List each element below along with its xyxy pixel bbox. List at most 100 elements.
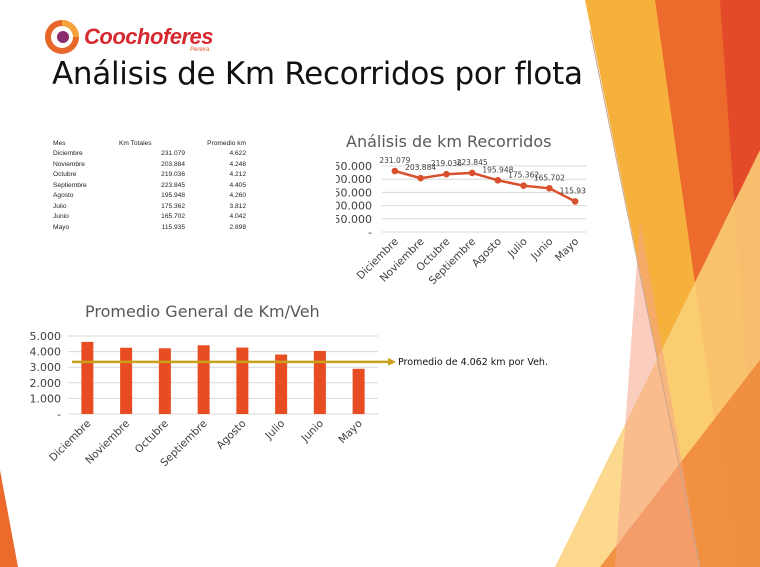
deco-line (589, 29, 701, 567)
y-tick-label: 4.000 (30, 346, 62, 359)
data-point (520, 182, 527, 190)
table-header: Km Totales (119, 139, 152, 147)
x-tick-label: Octubre (133, 418, 171, 456)
line-chart-grid (382, 165, 586, 233)
table-cell: Mayo (53, 223, 70, 231)
y-tick-label: 2.000 (30, 377, 62, 390)
table-row: Diciembre 231.079 4.622 (53, 149, 246, 160)
data-point (468, 169, 476, 177)
reference-line: Promedio de 4.062 km por Veh. (72, 357, 548, 368)
bar (236, 347, 249, 414)
table-cell: 4.212 (229, 171, 246, 179)
logo-subtext: Pereira (190, 47, 210, 53)
table-cell: 4.042 (229, 213, 246, 221)
logo-icon (45, 20, 79, 54)
avg-bar-chart: Promedio General de Km/Veh 5.000 4.000 3.0… (30, 302, 548, 469)
table-cell: 203.884 (161, 160, 185, 168)
data-label: 175.362 (508, 171, 539, 180)
reference-line-label: Promedio de 4.062 km por Veh. (398, 357, 548, 368)
bar (352, 368, 365, 414)
bar-chart-title: Promedio General de Km/Veh (85, 302, 320, 321)
table-header: Promedio km (207, 139, 246, 147)
x-tick-label: Junio (528, 236, 555, 263)
table-cell: 223.845 (161, 181, 185, 189)
data-point (417, 174, 424, 182)
bar (81, 341, 94, 414)
table-cell: Julio (53, 202, 67, 210)
data-point (494, 176, 502, 184)
deco-shape-pink (615, 220, 700, 567)
table-cell: 219.036 (161, 171, 185, 179)
data-label: 223.845 (457, 158, 488, 167)
table-cell: Diciembre (53, 150, 83, 158)
deco-shape-left (0, 470, 18, 567)
bar (120, 347, 133, 414)
table-cell: Agosto (53, 192, 74, 200)
data-point (546, 184, 553, 192)
line-chart-x-axis: DiciembreNoviembreOctubreSeptiembreAgost… (355, 236, 582, 287)
table-cell: 4.260 (229, 192, 246, 200)
line-chart-title: Análisis de km Recorridos (346, 132, 551, 151)
table-cell: Octubre (53, 171, 77, 179)
y-tick-label: 200.000 (336, 173, 372, 186)
y-tick-label: - (368, 226, 372, 239)
table-cell: Septiembre (53, 181, 87, 189)
table-cell: Noviembre (53, 160, 85, 168)
table-cell: 231.079 (161, 150, 185, 158)
logo-brand: Coochoferes (84, 24, 213, 49)
x-tick-label: Junio (299, 418, 326, 445)
x-tick-label: Julio (505, 236, 530, 261)
table-cell: 195.948 (161, 192, 185, 200)
table-header: Mes (53, 139, 66, 147)
data-label: 115.935 (560, 186, 586, 195)
reference-arrow (388, 357, 396, 366)
data-point (443, 170, 450, 178)
table-cell: 2.898 (229, 223, 246, 231)
data-label: 195.948 (482, 165, 513, 174)
table-cell: 3.812 (229, 202, 246, 210)
x-tick-label: Agosto (214, 418, 248, 452)
y-tick-label: 1.000 (30, 392, 62, 405)
bar (158, 348, 171, 414)
table-row: Junio 165.702 4.042 (53, 212, 246, 223)
table-cell: 165.702 (161, 213, 185, 221)
x-tick-label: Mayo (336, 418, 364, 446)
y-tick-label: 100.000 (336, 200, 372, 213)
km-line-chart: Análisis de km Recorridos 250.000200.000… (336, 132, 586, 287)
x-tick-label: Agosto (470, 236, 504, 270)
data-table: Mes Km Totales Promedio km Diciembre 231… (53, 138, 246, 233)
table-header-row: Mes Km Totales Promedio km (53, 138, 246, 149)
table-row: Octubre 219.036 4.212 (53, 170, 246, 181)
x-tick-label: Julio (262, 418, 287, 443)
y-tick-label: 5.000 (30, 330, 62, 343)
bar (275, 354, 288, 414)
data-label: 203.884 (405, 163, 436, 172)
table-row: Septiembre 223.845 4.405 (53, 180, 246, 191)
data-point (571, 198, 579, 205)
table-row: Agosto 195.948 4.260 (53, 191, 246, 202)
y-tick-label: 3.000 (30, 361, 62, 374)
y-tick-label: 50.000 (336, 213, 372, 226)
line-points (391, 167, 579, 205)
table-cell: 115.935 (161, 223, 185, 231)
table-cell: 175.362 (161, 202, 185, 210)
table-cell: Junio (53, 213, 69, 221)
table-cell: 4.248 (229, 160, 246, 168)
x-tick-label: Mayo (553, 236, 581, 264)
table-row: Noviembre 203.884 4.248 (53, 159, 246, 170)
y-tick-label: 250.000 (336, 160, 372, 173)
y-tick-label: - (57, 408, 61, 421)
data-label: 165.702 (534, 173, 565, 182)
table-cell: 4.622 (229, 150, 246, 158)
data-point (391, 167, 399, 175)
table-cell: 4.405 (229, 181, 246, 189)
bar-chart-y-axis: 5.000 4.000 3.000 2.000 1.000 - (30, 330, 62, 421)
page-title: Análisis de Km Recorridos por flota (52, 56, 583, 92)
data-label: 219.036 (431, 159, 462, 168)
bar-chart-grid (68, 335, 378, 415)
bar (197, 345, 210, 414)
